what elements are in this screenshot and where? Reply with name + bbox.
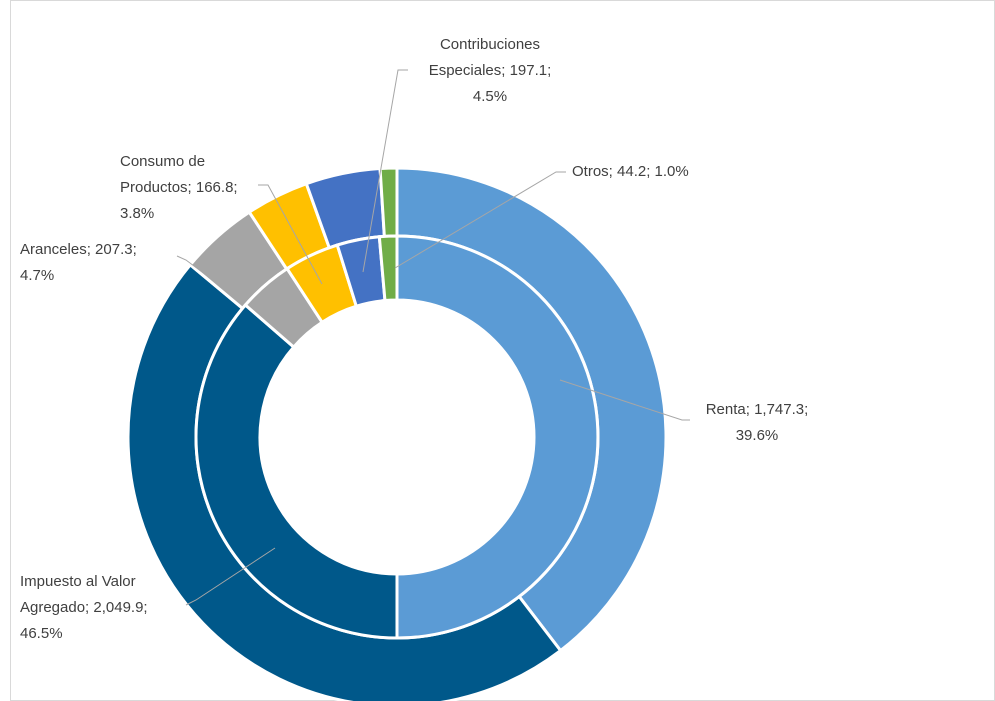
donut-segment: [377, 234, 399, 303]
leader-line: [185, 547, 276, 606]
data-label: 39.6%: [736, 427, 779, 444]
data-label: 4.7%: [20, 267, 54, 284]
data-label: Consumo de: [120, 153, 205, 170]
donut-segment: [378, 166, 399, 238]
data-label: Aranceles; 207.3;: [20, 241, 137, 258]
leader-line: [362, 69, 408, 273]
data-label: Otros; 44.2; 1.0%: [572, 163, 689, 180]
data-label: Contribuciones: [440, 36, 540, 53]
data-label: Agregado; 2,049.9;: [20, 599, 148, 616]
data-label: 4.5%: [473, 88, 507, 105]
data-label: Productos; 166.8;: [120, 179, 238, 196]
data-label: 46.5%: [20, 625, 63, 642]
donut-segment: [194, 302, 399, 640]
leader-line: [559, 379, 690, 421]
leader-line: [394, 171, 566, 269]
data-label: Especiales; 197.1;: [429, 62, 552, 79]
data-label: 3.8%: [120, 205, 154, 222]
donut-segment: [395, 234, 600, 640]
leader-line: [176, 255, 211, 279]
data-label: Renta; 1,747.3;: [706, 401, 809, 418]
data-label: Impuesto al Valor: [20, 573, 136, 590]
leader-line: [258, 184, 323, 285]
